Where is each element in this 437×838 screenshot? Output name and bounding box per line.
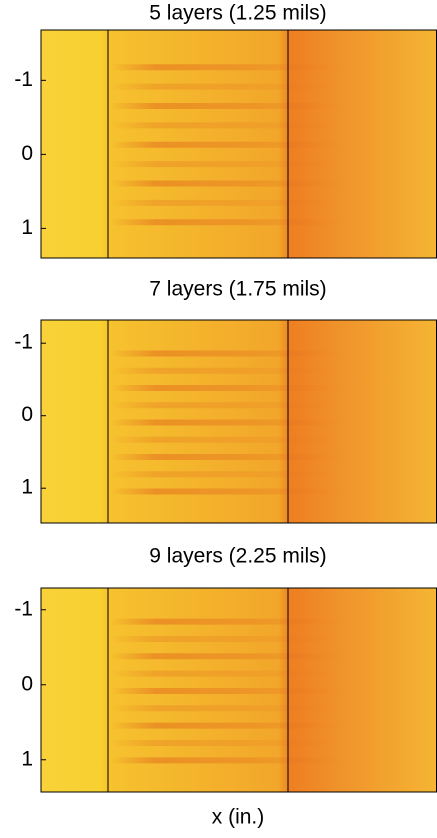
- heatmap-band: [110, 141, 340, 148]
- heatmap-band: [110, 199, 340, 206]
- heatmap-band: [110, 618, 340, 625]
- heatmap-band: [110, 367, 340, 374]
- heatmap-band: [110, 350, 340, 357]
- y-tick-label: 0: [21, 672, 33, 695]
- x-axis-label: x (in.): [212, 806, 265, 829]
- y-tick-label: 1: [21, 747, 33, 770]
- heatmap-band: [110, 436, 340, 443]
- heatmap-band: [110, 687, 340, 694]
- heatmap-band: [110, 419, 340, 426]
- y-tick-label: -1: [14, 68, 33, 91]
- panel-title: 7 layers (1.75 mils): [149, 278, 326, 301]
- panel-title: 9 layers (2.25 mils): [149, 545, 326, 568]
- heatmap-band: [110, 488, 340, 495]
- heatmap-band: [110, 219, 340, 226]
- y-tick-label: -1: [14, 331, 33, 354]
- heatmap-band: [110, 653, 340, 660]
- heatmap-band: [110, 471, 340, 478]
- panel-title: 5 layers (1.25 mils): [149, 2, 326, 25]
- heatmap-band: [110, 722, 340, 729]
- heatmap-band: [110, 739, 340, 746]
- heatmap-band: [110, 83, 340, 90]
- y-tick-label: 1: [21, 216, 33, 239]
- heatmap-band: [110, 102, 340, 109]
- y-tick-label: -1: [14, 597, 33, 620]
- heatmap-band: [110, 180, 340, 187]
- heatmap-band: [110, 402, 340, 409]
- y-tick-label: 0: [21, 403, 33, 426]
- heatmap-band: [110, 757, 340, 764]
- heatmap-band: [110, 635, 340, 642]
- heatmap-band: [110, 670, 340, 677]
- heatmap-band: [110, 705, 340, 712]
- heatmap-band: [110, 384, 340, 391]
- heatmap-band: [110, 122, 340, 129]
- heatmap-band: [110, 161, 340, 168]
- heatmap-band: [110, 64, 340, 71]
- y-tick-label: 1: [21, 476, 33, 499]
- heatmap-band: [110, 453, 340, 460]
- y-tick-label: 0: [21, 142, 33, 165]
